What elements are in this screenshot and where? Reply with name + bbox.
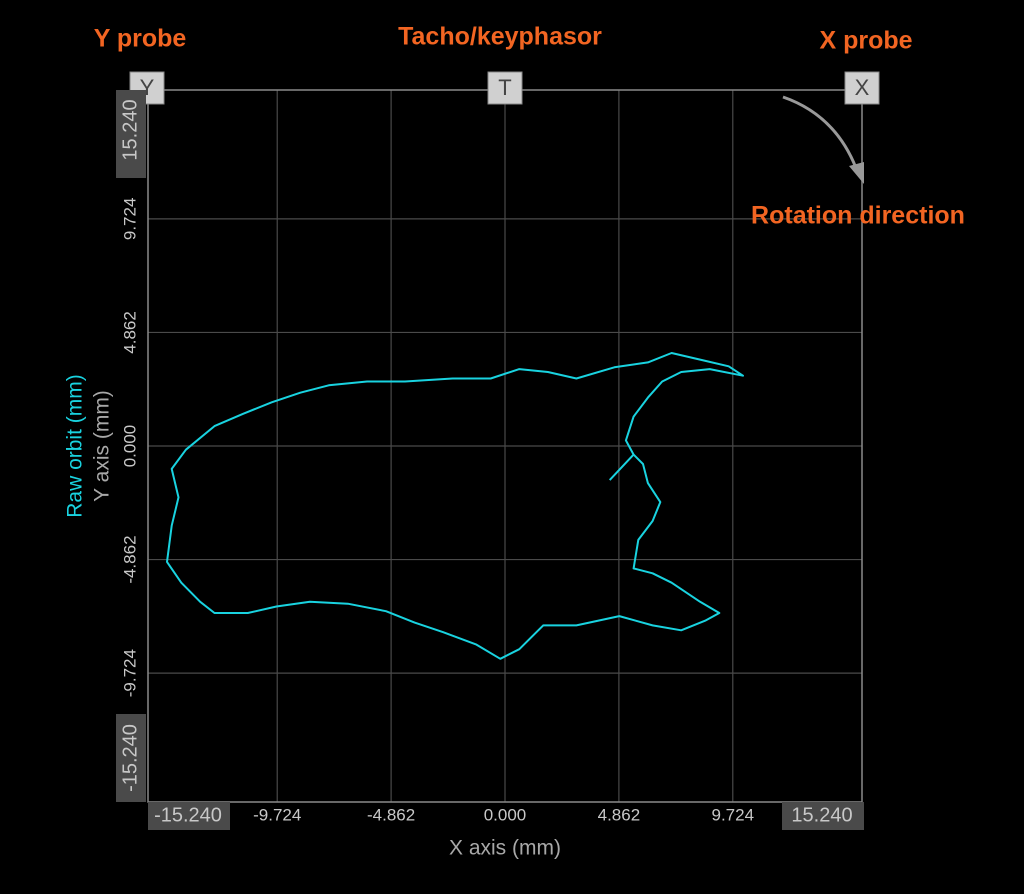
edge-label-box [116,90,146,178]
y-tick-label: 9.724 [120,198,139,241]
annotation: Y probe [94,25,187,53]
ticks: -15.240 -9.724 -4.862 0.000 4.862 9.724 15.240… [116,90,864,830]
probe-marker-box [844,71,880,105]
probe-marker: X [855,75,870,100]
edge-label-box [116,714,146,802]
x-tick-label: 0.000 [484,805,527,824]
edge-label-box [782,802,864,830]
probe-marker-box [487,71,523,105]
y-tick-label: 15.240 [119,99,141,160]
orbit-line [166,352,744,660]
x-axis-label: X axis (mm) [449,837,561,860]
x-tick-label: 9.724 [712,805,755,824]
y-tick-label: -15.240 [119,724,141,792]
annotation: X probe [819,27,912,55]
annotation: Rotation direction [751,202,965,230]
x-tick-label: 15.240 [791,804,852,826]
y-tick-label: -9.724 [120,649,139,697]
x-tick-label: -9.724 [253,805,301,824]
y-tick-label: -4.862 [120,535,139,583]
legend-series-name: Raw orbit (mm) [64,374,87,518]
rotation-arrowhead [849,162,864,184]
y-axis-label: Y axis (mm) [91,390,114,502]
x-tick-label: 4.862 [598,805,641,824]
rotation-arrow [782,95,858,169]
probe-marker: T [498,75,511,100]
x-tick-label: -15.240 [154,804,222,826]
x-tick-label: -4.862 [367,805,415,824]
grid [148,90,862,802]
y-tick-label: 4.862 [120,311,139,354]
annotation: Tacho/keyphasor [398,23,602,51]
y-tick-label: 0.000 [120,425,139,468]
edge-label-box [148,802,230,830]
